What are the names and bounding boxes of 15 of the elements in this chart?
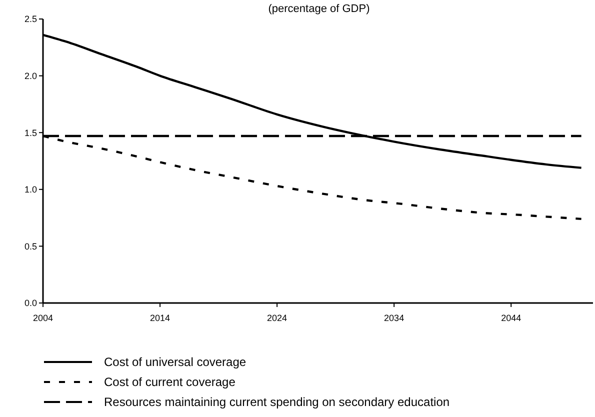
x-tick-label: 2044	[501, 313, 522, 323]
x-tick-label: 2014	[150, 313, 170, 323]
y-tick-label: 2.5	[24, 14, 37, 24]
legend-label: Resources maintaining current spending on secondary education	[104, 395, 450, 410]
y-tick-label: 0.5	[24, 241, 37, 252]
chart-title: (percentage of GDP)	[268, 3, 370, 15]
y-tick-label: 2.0	[24, 70, 37, 81]
x-tick-label: 2024	[267, 313, 288, 323]
y-tick-label: 1.5	[24, 128, 37, 138]
x-tick-label: 2034	[384, 313, 404, 323]
x-tick-label: 2004	[32, 313, 54, 323]
y-tick-label: 1.0	[24, 184, 37, 195]
legend-label: Cost of current coverage	[104, 375, 236, 390]
legend-label: Cost of universal coverage	[104, 355, 246, 370]
y-tick-label: 0.0	[24, 298, 37, 308]
